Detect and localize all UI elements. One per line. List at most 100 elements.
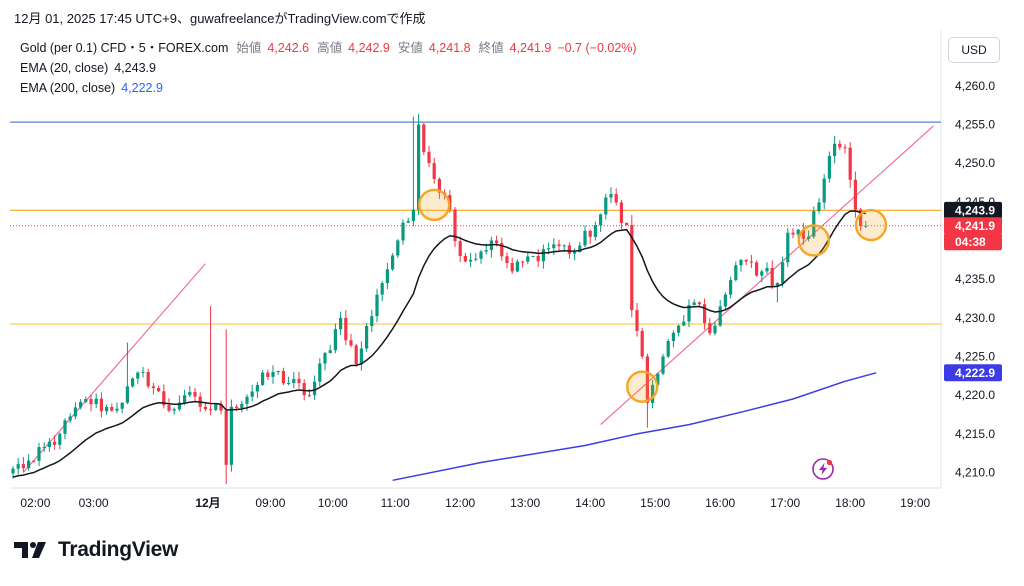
candle-body [734, 265, 738, 281]
candle-body [339, 317, 343, 330]
candle-body [177, 402, 181, 410]
candle-body [495, 240, 499, 244]
candle-body [531, 255, 535, 257]
candle-body [848, 147, 852, 180]
time-tick-label: 16:00 [705, 496, 735, 510]
candle-body [744, 259, 748, 262]
legend-high-label: 高値 [317, 41, 343, 55]
candle-body [781, 262, 785, 284]
price-tick-label: 4,255.0 [955, 117, 995, 131]
candle-body [578, 245, 582, 253]
candle-body [463, 255, 467, 262]
time-tick-label: 11:00 [381, 496, 410, 510]
candle-body [755, 262, 759, 276]
candle-body [833, 143, 837, 157]
candle-body [391, 255, 395, 270]
candle-body [453, 209, 457, 242]
candle-body [240, 403, 244, 409]
legend-ema20-label: EMA (20, close) [20, 61, 109, 75]
legend-ema200-value: 4,222.9 [121, 81, 163, 95]
candle-body [21, 464, 25, 469]
chart-caption: 12月 01, 2025 17:45 UTC+9、guwafreelanceがT… [14, 11, 426, 26]
candle-body [671, 332, 675, 342]
ema20-line [12, 210, 866, 478]
price-tick-label: 4,215.0 [955, 427, 995, 441]
candle-body [235, 406, 239, 409]
candle-body [219, 404, 223, 411]
price-axis[interactable]: 4,260.04,255.04,250.04,245.04,240.04,235… [955, 79, 995, 480]
candle-body [718, 306, 722, 326]
candle-body [505, 256, 509, 264]
candle-body [427, 151, 431, 164]
candle-body [120, 402, 124, 409]
tradingview-brand: TradingView [58, 538, 179, 561]
candle-body [817, 202, 821, 212]
horizontal-levels [10, 121, 941, 325]
candle-body [635, 310, 639, 331]
candle-body [349, 340, 353, 346]
candle-body [567, 245, 571, 254]
candle-body [677, 325, 681, 333]
candle-body [864, 225, 868, 227]
candle-body [203, 406, 207, 410]
candle-body [812, 211, 816, 237]
candle-body [411, 209, 415, 222]
candle-body [713, 325, 717, 334]
time-axis[interactable]: 02:00 03:00 12月 09:00 10:00 11:00 12:00 13:00 14… [20, 496, 930, 510]
candle-body [437, 178, 441, 193]
currency-button[interactable]: USD [948, 37, 1000, 63]
candle-body [729, 280, 733, 295]
legend-ema200-row[interactable]: EMA (200, close) 4,222.9 [20, 78, 637, 98]
time-tick-label: 02:00 [20, 496, 50, 510]
candle-body [365, 326, 369, 349]
legend-ema20-row[interactable]: EMA (20, close) 4,243.9 [20, 58, 637, 78]
price-tick-label: 4,220.0 [955, 388, 995, 402]
candle-body [625, 222, 629, 226]
legend-high-value: 4,242.9 [348, 41, 390, 55]
candle-body [287, 383, 291, 385]
candle-body [136, 372, 140, 379]
candle-body [760, 271, 764, 276]
time-tick-label: 12月 [195, 496, 220, 510]
candle-body [599, 214, 603, 226]
candle-body [162, 391, 166, 406]
time-tick-label: 10:00 [318, 496, 348, 510]
candle-body [297, 378, 301, 384]
candle-body [183, 395, 187, 403]
candle-body [370, 316, 374, 327]
candle-body [458, 241, 462, 256]
legend-close-label: 終値 [478, 41, 504, 55]
candle-body [172, 409, 176, 411]
candle-body [157, 387, 161, 392]
time-tick-label: 18:00 [835, 496, 865, 510]
highlight-marker [418, 188, 451, 222]
candle-body [708, 323, 712, 334]
candle-body [380, 283, 384, 295]
lightning-icon[interactable] [812, 458, 834, 480]
candle-body [271, 371, 275, 377]
candle-body [146, 371, 150, 387]
time-tick-label: 19:00 [900, 496, 930, 510]
candle-body [515, 261, 519, 272]
tradingview-logo[interactable]: TradingView [14, 538, 178, 562]
price-label-bg [944, 364, 1002, 382]
candle-body [281, 370, 285, 384]
legend-symbol[interactable]: Gold (per 0.1) CFD・5・FOREX.com [20, 41, 229, 55]
candle-body [521, 261, 525, 263]
trendlines [22, 125, 934, 473]
candle-body [510, 263, 514, 272]
price-tick-label: 4,235.0 [955, 272, 995, 286]
candle-body [656, 373, 660, 385]
candle-body [16, 464, 20, 469]
grid [10, 30, 942, 489]
ema200-line [392, 372, 877, 482]
candle-body [318, 363, 322, 382]
candle-body [151, 386, 155, 388]
candle-body [89, 399, 93, 405]
candle-body [791, 232, 795, 235]
candle-body [214, 404, 218, 410]
candle-body [770, 267, 774, 287]
candle-body [115, 408, 119, 411]
candle-body [469, 259, 473, 262]
